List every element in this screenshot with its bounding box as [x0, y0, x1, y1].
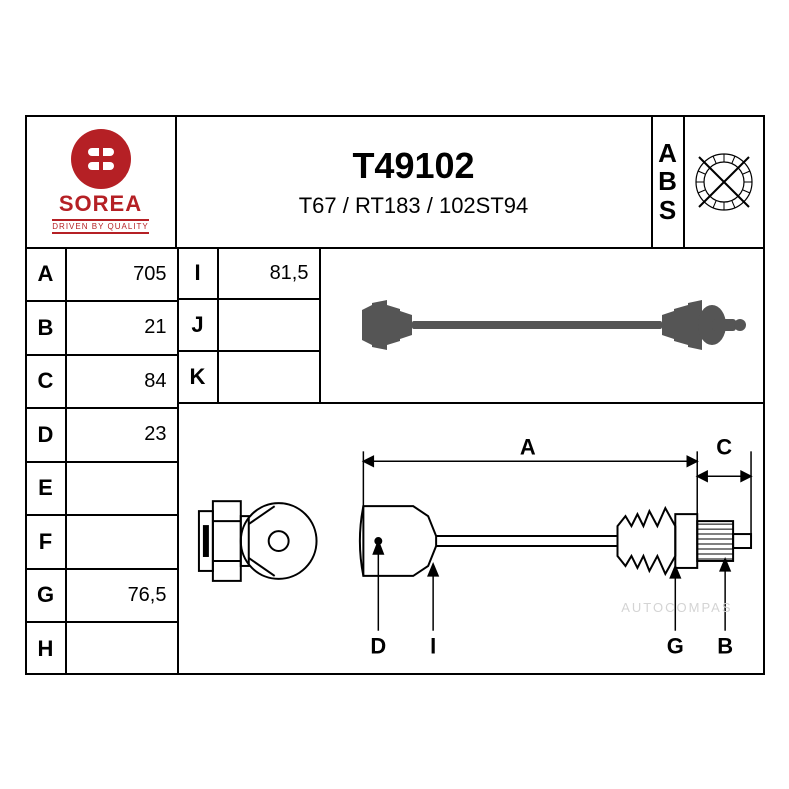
- dim-value: 81,5: [219, 262, 319, 285]
- dim-label: E: [27, 463, 67, 515]
- part-number: T49102: [352, 145, 474, 187]
- dim-label: J: [179, 300, 219, 350]
- title-cell: T49102 T67 / RT183 / 102ST94: [177, 117, 653, 247]
- dim-label: A: [27, 249, 67, 301]
- dimension-diagram: A C D: [179, 404, 763, 674]
- abs-label: A B S: [653, 117, 685, 247]
- dim-row: A705: [27, 249, 177, 303]
- dimensions-column-left: A705 B21 C84 D23 E F G76,5 H: [27, 249, 179, 675]
- abs-letter: A: [658, 139, 677, 168]
- dim-row: F: [27, 516, 177, 570]
- logo-glyph-icon: [84, 142, 118, 176]
- dim-row: H: [27, 623, 177, 675]
- dim-value: 705: [67, 263, 177, 286]
- dim-callout-b: B: [717, 634, 733, 659]
- dim-row: J: [179, 300, 319, 352]
- ijk-row: I81,5 J K: [179, 249, 763, 405]
- dimensions-column-ijk: I81,5 J K: [179, 249, 321, 403]
- cross-reference: T67 / RT183 / 102ST94: [299, 193, 529, 219]
- dim-value: 21: [67, 316, 177, 339]
- dim-row: D23: [27, 409, 177, 463]
- dim-row: B21: [27, 302, 177, 356]
- dim-value: 84: [67, 370, 177, 393]
- dim-label: B: [27, 302, 67, 354]
- dim-callout-c: C: [716, 435, 732, 460]
- dim-label: C: [27, 356, 67, 408]
- logo-icon: [71, 129, 131, 189]
- dim-callout-d: D: [370, 634, 386, 659]
- dim-callout-g: G: [666, 634, 683, 659]
- dim-value: 76,5: [67, 584, 177, 607]
- right-area: I81,5 J K: [179, 249, 763, 675]
- product-photo: [321, 249, 763, 403]
- dim-label: D: [27, 409, 67, 461]
- header-row: SOREA DRIVEN BY QUALITY T49102 T67 / RT1…: [27, 117, 763, 249]
- dim-label: K: [179, 352, 219, 402]
- dim-value: 23: [67, 423, 177, 446]
- dim-callout-i: I: [430, 634, 436, 659]
- abs-letter: B: [658, 167, 677, 196]
- abs-letter: S: [659, 196, 676, 225]
- abs-icon: [685, 117, 763, 247]
- dim-label: H: [27, 623, 67, 675]
- dim-row: K: [179, 352, 319, 402]
- lower-area: A705 B21 C84 D23 E F G76,5 H I81,5 J K: [27, 249, 763, 675]
- logo-brand: SOREA: [59, 191, 142, 217]
- logo-cell: SOREA DRIVEN BY QUALITY: [27, 117, 177, 247]
- dim-row: C84: [27, 356, 177, 410]
- abs-cell: A B S: [653, 117, 763, 247]
- dim-row: I81,5: [179, 249, 319, 301]
- dim-row: G76,5: [27, 570, 177, 624]
- spec-sheet: SOREA DRIVEN BY QUALITY T49102 T67 / RT1…: [25, 115, 765, 675]
- dim-row: E: [27, 463, 177, 517]
- dim-label: F: [27, 516, 67, 568]
- dim-label: G: [27, 570, 67, 622]
- dim-callout-a: A: [519, 435, 535, 460]
- dim-label: I: [179, 249, 219, 299]
- logo-tagline: DRIVEN BY QUALITY: [52, 219, 148, 234]
